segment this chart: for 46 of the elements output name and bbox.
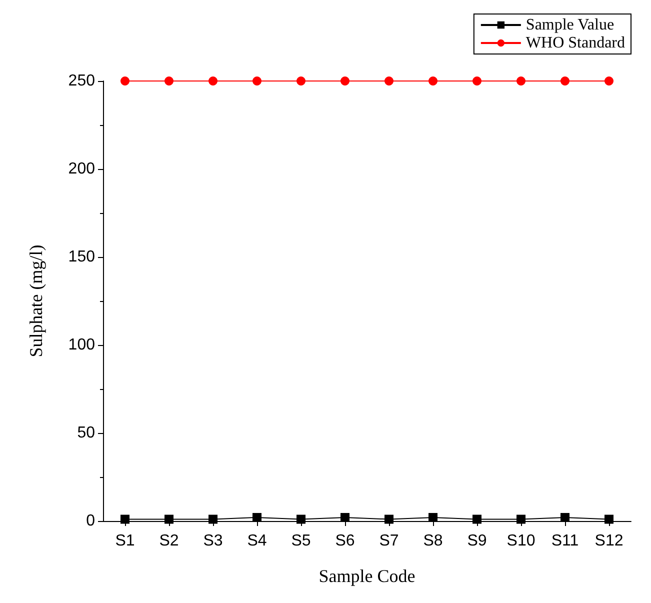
point	[428, 76, 438, 86]
point	[164, 76, 174, 86]
point	[516, 76, 526, 86]
point	[208, 514, 218, 524]
x-tick-label: S10	[506, 532, 536, 550]
point	[296, 76, 306, 86]
legend-label: WHO Standard	[526, 34, 626, 52]
point	[120, 76, 130, 86]
point	[208, 76, 218, 86]
point	[120, 514, 130, 524]
point	[604, 76, 614, 86]
point	[384, 76, 394, 86]
x-tick-label: S9	[467, 532, 487, 550]
x-tick-label: S6	[335, 532, 355, 550]
x-tick-label: S5	[291, 532, 311, 550]
y-tick-label: 250	[68, 72, 96, 90]
y-tick-label: 100	[68, 336, 96, 354]
point	[604, 514, 614, 524]
x-tick-label: S3	[203, 532, 223, 550]
x-tick-label: S2	[159, 532, 179, 550]
y-tick-label: 0	[86, 512, 96, 530]
point	[340, 512, 350, 522]
point	[472, 76, 482, 86]
point	[384, 514, 394, 524]
x-tick-label: S12	[594, 532, 624, 550]
point	[428, 512, 438, 522]
x-axis-title: Sample Code	[318, 566, 416, 586]
point	[252, 512, 262, 522]
point	[516, 514, 526, 524]
point	[296, 514, 306, 524]
y-tick-label: 200	[68, 160, 96, 178]
point	[164, 514, 174, 524]
x-tick-label: S1	[115, 532, 135, 550]
x-tick-label: S8	[423, 532, 443, 550]
point	[252, 76, 262, 86]
y-tick-label: 150	[68, 248, 96, 266]
y-tick-label: 50	[77, 424, 96, 442]
legend-label: Sample Value	[526, 16, 614, 34]
x-tick-label: S11	[551, 532, 579, 550]
point	[340, 76, 350, 86]
y-axis-title: Sulphate (mg/l)	[26, 244, 46, 358]
point	[560, 512, 570, 522]
x-tick-label: S4	[247, 532, 267, 550]
point	[472, 514, 482, 524]
x-tick-label: S7	[379, 532, 399, 550]
point	[560, 76, 570, 86]
